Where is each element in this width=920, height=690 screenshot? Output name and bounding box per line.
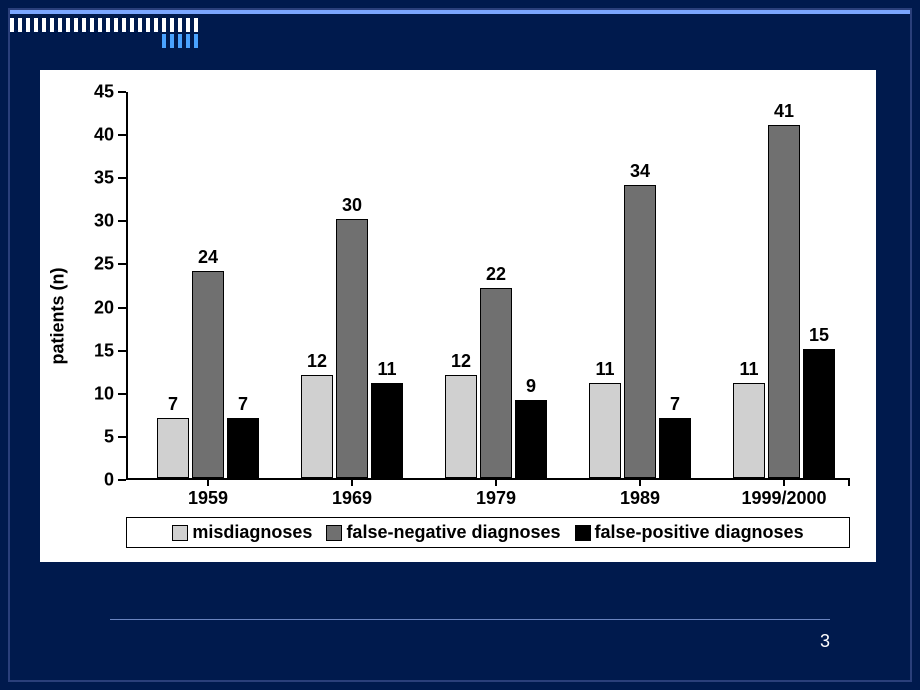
bar: 24 xyxy=(192,271,224,478)
y-tick-label: 15 xyxy=(94,340,126,361)
y-tick-label: 40 xyxy=(94,125,126,146)
bar-value-label: 34 xyxy=(630,161,650,186)
bar: 34 xyxy=(624,185,656,478)
legend-label: misdiagnoses xyxy=(192,522,312,543)
y-tick-label: 10 xyxy=(94,383,126,404)
y-tick-label: 5 xyxy=(104,426,126,447)
page-number: 3 xyxy=(820,631,830,652)
bar-value-label: 7 xyxy=(238,394,248,419)
bar: 9 xyxy=(515,400,547,478)
slide-decor xyxy=(10,10,910,54)
legend-swatch xyxy=(575,525,591,541)
bar: 12 xyxy=(445,375,477,478)
plot-area: 0510152025303540451959724719691230111979… xyxy=(126,92,850,480)
x-tick-label: 1989 xyxy=(620,478,660,509)
bar-value-label: 7 xyxy=(168,394,178,419)
y-tick-label: 45 xyxy=(94,82,126,103)
bar-value-label: 11 xyxy=(739,359,758,384)
bar: 7 xyxy=(157,418,189,478)
x-tick xyxy=(848,478,850,486)
y-tick-label: 25 xyxy=(94,254,126,275)
legend-label: false-negative diagnoses xyxy=(346,522,560,543)
y-tick-label: 20 xyxy=(94,297,126,318)
legend-item: misdiagnoses xyxy=(172,522,312,543)
bar: 30 xyxy=(336,219,368,478)
bar-value-label: 11 xyxy=(377,359,396,384)
legend-swatch xyxy=(326,525,342,541)
bar-value-label: 9 xyxy=(526,376,536,401)
bar-value-label: 24 xyxy=(198,247,218,272)
bar: 7 xyxy=(659,418,691,478)
legend: misdiagnoses false-negative diagnoses fals… xyxy=(126,517,850,548)
chart-container: patients (n) 051015202530354045195972471… xyxy=(40,70,876,562)
bar-value-label: 12 xyxy=(307,351,327,376)
bar: 11 xyxy=(371,383,403,478)
legend-item: false-positive diagnoses xyxy=(575,522,804,543)
bar: 15 xyxy=(803,349,835,478)
slide-frame: patients (n) 051015202530354045195972471… xyxy=(8,8,912,682)
footer-divider xyxy=(110,619,830,620)
bar-value-label: 15 xyxy=(809,325,829,350)
x-tick-label: 1969 xyxy=(332,478,372,509)
bar-value-label: 22 xyxy=(486,264,506,289)
bar: 22 xyxy=(480,288,512,478)
bar: 11 xyxy=(589,383,621,478)
bar: 12 xyxy=(301,375,333,478)
y-tick-label: 0 xyxy=(104,470,126,491)
bar-value-label: 12 xyxy=(451,351,471,376)
y-axis-line xyxy=(126,92,128,478)
x-tick-label: 1959 xyxy=(188,478,228,509)
y-axis-label: patients (n) xyxy=(48,268,69,365)
x-tick-label: 1999/2000 xyxy=(741,478,826,509)
bar: 41 xyxy=(768,125,800,479)
decor-tick-row-1 xyxy=(10,18,198,32)
y-tick-label: 30 xyxy=(94,211,126,232)
bar: 11 xyxy=(733,383,765,478)
decor-top-line xyxy=(10,10,910,14)
bar: 7 xyxy=(227,418,259,478)
bar-value-label: 11 xyxy=(595,359,614,384)
y-tick-label: 35 xyxy=(94,168,126,189)
bar-value-label: 7 xyxy=(670,394,680,419)
legend-label: false-positive diagnoses xyxy=(595,522,804,543)
bar-value-label: 30 xyxy=(342,195,362,220)
legend-item: false-negative diagnoses xyxy=(326,522,560,543)
bar-value-label: 41 xyxy=(774,101,794,126)
legend-swatch xyxy=(172,525,188,541)
decor-tick-row-2 xyxy=(162,34,198,48)
x-tick-label: 1979 xyxy=(476,478,516,509)
